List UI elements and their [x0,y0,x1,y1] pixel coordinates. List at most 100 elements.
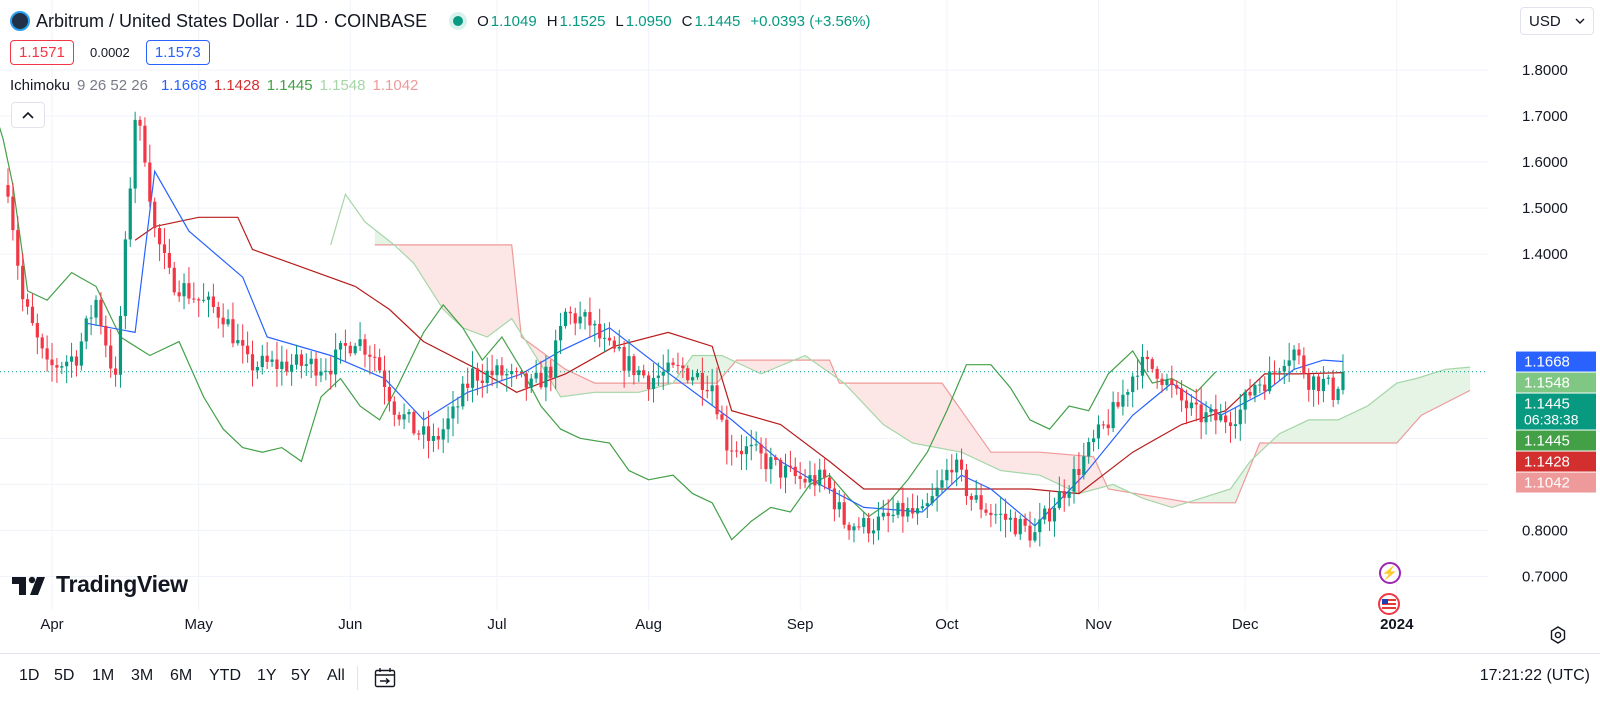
candle [715,367,719,420]
candle-body [221,317,225,325]
candle [1170,365,1174,398]
x-tick-label: Oct [935,616,959,633]
candlestick-chart[interactable]: 1.80001.70001.60001.50001.40001.00000.90… [0,0,1600,653]
candle [925,493,929,518]
candle-body [881,512,885,517]
candle-body [1180,388,1184,401]
candle-body [6,185,10,197]
candle [343,329,348,363]
candle [896,500,900,519]
price-label-text: 1.1668 [1524,354,1570,371]
go-to-date-icon[interactable] [373,666,397,690]
indicator-name[interactable]: Ichimoku [10,77,71,94]
time-axis[interactable]: Apr May Jun Jul Aug Sep Oct Nov Dec 2024 [40,616,1414,633]
candle-body [40,337,44,349]
candle-body [558,326,563,341]
candle-body [700,372,704,390]
candle [583,309,587,330]
candle-body [1224,415,1228,423]
collapse-legend-button[interactable] [11,102,45,128]
candle [304,353,308,376]
candle [382,355,387,405]
candle-body [1067,491,1071,498]
tradingview-mark-icon [12,576,45,595]
candle [959,448,964,482]
candle-body [280,361,284,370]
candle-body [1101,424,1105,426]
candle-body [1072,468,1076,492]
timeframe-all[interactable]: All [327,667,345,684]
candle-body [925,503,929,507]
candle [426,410,431,459]
timeframe-3m[interactable]: 3M [131,667,154,684]
candle [534,359,538,384]
axis-settings-icon[interactable] [1548,625,1568,645]
timeframe-6m[interactable]: 6M [170,667,193,684]
candle-body [378,357,382,371]
candle [456,396,460,424]
candle-body [329,370,333,375]
candle [40,333,44,359]
tradingview-logo[interactable]: TradingView [12,571,188,598]
candle [1077,452,1081,493]
currency-select[interactable]: USD [1520,7,1594,35]
candle [1297,343,1301,365]
candle [30,293,35,326]
candle [1253,381,1257,403]
ichimoku-cloud [374,229,1471,508]
market-status-icon[interactable] [453,16,464,26]
price-axis[interactable]: 1.80001.70001.60001.50001.40001.00000.90… [1522,62,1568,586]
conversion-line [86,169,1344,527]
candle [1282,359,1286,385]
candle-body [500,365,504,376]
base-line [134,216,1344,495]
candle [167,238,171,275]
timeframe-5y[interactable]: 5Y [291,667,311,684]
candle-body [84,318,88,342]
candle-body [187,283,191,299]
timeframe-ytd[interactable]: YTD [209,667,241,684]
countdown-label-text: 06:38:38 [1524,412,1579,428]
symbol-title[interactable]: Arbitrum / United States Dollar · 1D · C… [36,10,428,31]
candle [412,410,416,436]
candle-body [1160,378,1164,385]
utc-clock[interactable]: 17:21:22 (UTC) [1479,667,1590,684]
candle [539,360,543,390]
candle [1307,368,1311,402]
candle [510,363,514,387]
candle [1072,456,1076,504]
lightning-event-icon[interactable]: ⚡ [1379,562,1401,584]
candle [329,356,333,390]
candle [113,356,118,387]
candle-body [1258,384,1262,386]
sell-price-button[interactable]: 1.1571 [10,40,74,65]
candle-body [1219,415,1223,421]
candle [143,117,147,167]
candle [192,282,196,304]
candle [808,460,812,490]
us-flag-event-icon[interactable] [1378,593,1400,615]
timeframe-1y[interactable]: 1Y [257,667,277,684]
timeframe-1m[interactable]: 1M [92,667,115,684]
candle [1194,388,1198,422]
candle-body [128,188,132,240]
price-label-text: 1.1445 [1524,396,1570,413]
candle-body [930,496,934,504]
timeframe-1d[interactable]: 1D [19,667,40,684]
candle-body [246,345,250,355]
buy-price-button[interactable]: 1.1573 [145,40,210,65]
candle-body [1253,385,1257,396]
candle-body [290,364,294,372]
candle [338,340,343,364]
timeframe-5d[interactable]: 5D [54,667,75,684]
indicator-legend[interactable]: Ichimoku 9 26 52 26 1.1668 1.1428 1.1445… [10,77,418,94]
candle-body [216,306,220,318]
candle-body [387,387,392,402]
candle [871,518,876,545]
candle [211,283,215,314]
candle-body [1018,518,1022,535]
candle [1228,411,1233,443]
candle [480,364,484,398]
candle-body [358,339,362,347]
candle [1272,360,1277,385]
